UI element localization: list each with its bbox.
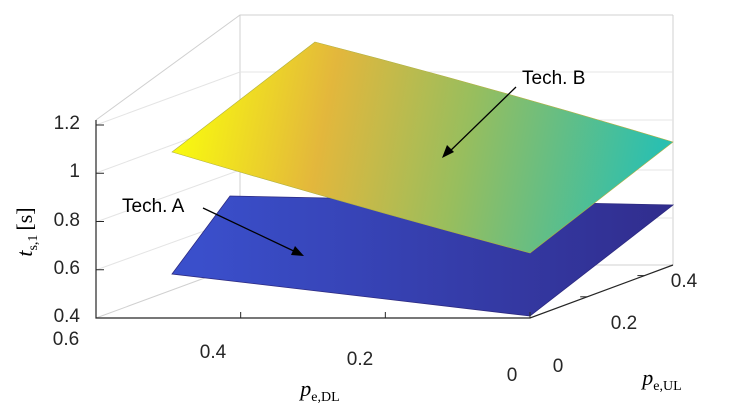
z-tick-label: 1 xyxy=(69,161,80,182)
x-tick-label: 0 xyxy=(507,365,518,386)
z-tick-label: 1.2 xyxy=(54,113,80,134)
annotation-tech-b: Tech. B xyxy=(522,68,585,89)
y-tick-label: 0 xyxy=(553,356,564,377)
y-tick-label: 0.2 xyxy=(611,313,637,334)
z-tick-label: 0.6 xyxy=(54,258,80,279)
surface-tech-b xyxy=(171,41,674,254)
z-tick-label: 0.4 xyxy=(54,306,81,327)
y-axis-label: pe,UL xyxy=(640,365,681,394)
x-tick-label: 0.2 xyxy=(347,349,373,370)
annotation-arrow-tech-a xyxy=(202,207,301,255)
x-tick-label: 0.4 xyxy=(200,342,227,363)
annotation-arrowhead-tech-b xyxy=(442,145,454,158)
z-tick-label: 0.8 xyxy=(54,210,80,231)
y-tick-label: 0.4 xyxy=(671,271,698,292)
annotation-tech-a: Tech. A xyxy=(122,196,185,217)
x-tick-label: 0.6 xyxy=(53,329,79,350)
z-axis-label: ts,1[s] xyxy=(12,207,41,256)
x-axis-label: pe,DL xyxy=(298,376,339,405)
annotation-arrowhead-tech-a xyxy=(291,246,304,256)
annotation-arrow-tech-b xyxy=(445,86,517,156)
